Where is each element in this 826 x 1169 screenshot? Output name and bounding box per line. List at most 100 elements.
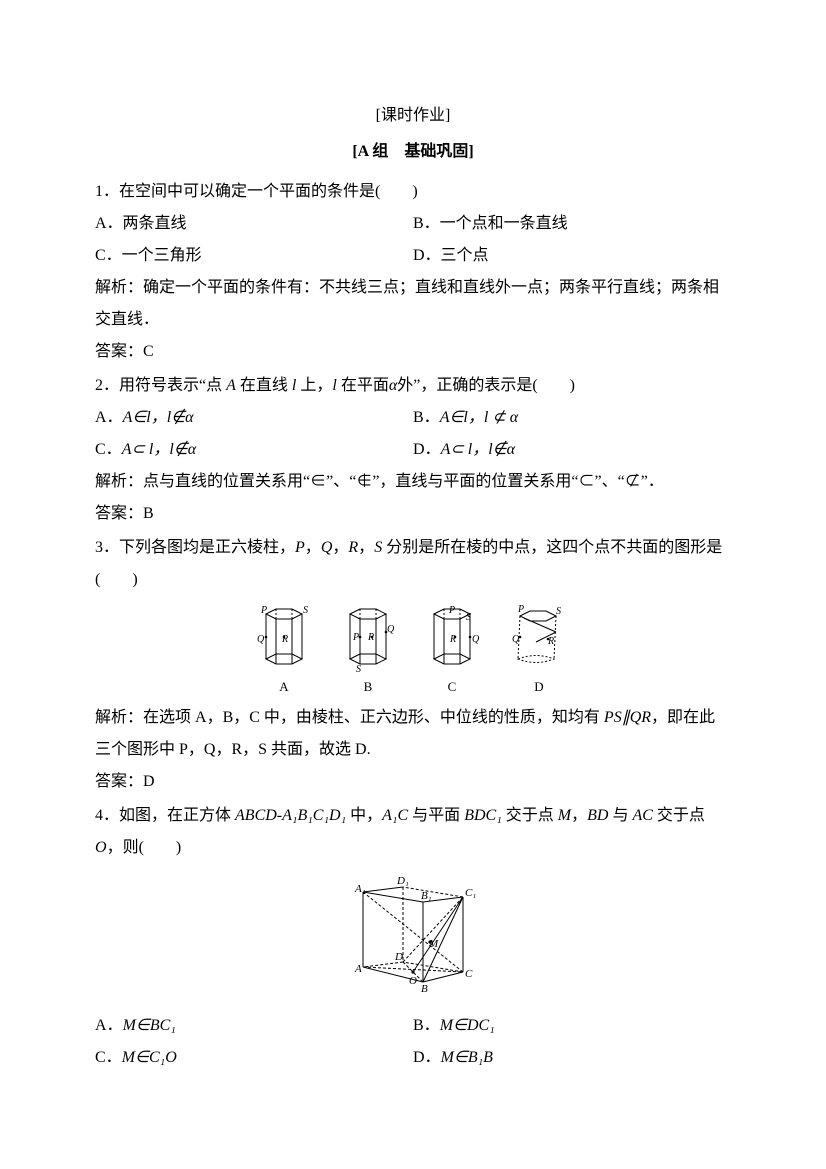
- svg-text:M: M: [428, 938, 439, 950]
- question-3: 3．下列各图均是正六棱柱，P，Q，R，S 分别是所在棱的中点，这四个点不共面的图…: [95, 532, 731, 798]
- q4-cube: ABCD-A₁B₁C₁D₁: [235, 807, 346, 824]
- q3-labelC: C: [422, 674, 482, 700]
- q4-optA-body: M∈BC₁: [123, 1017, 176, 1034]
- q4-M: M: [558, 807, 571, 824]
- q3-analysis-rel: PS∥QR: [604, 709, 651, 726]
- q4-A1C: A₁C: [382, 807, 408, 824]
- q2-optD-pre: D．: [413, 441, 441, 458]
- q1-optB: B．一个点和一条直线: [413, 208, 731, 240]
- q4-optB-body: M∈DC₁: [440, 1017, 495, 1034]
- q2-A: A: [226, 377, 236, 394]
- q4-stem: 4．如图，在正方体 ABCD-A₁B₁C₁D₁ 中，A₁C 与平面 BDC₁ 交…: [95, 800, 731, 864]
- q2-optB-body: A∈l，l ⊄ α: [440, 409, 518, 426]
- svg-text:P: P: [517, 604, 524, 615]
- svg-text:B: B: [421, 983, 428, 995]
- q4-m4: ，: [571, 807, 587, 824]
- q4-optC: C．M∈C₁O: [95, 1042, 413, 1074]
- svg-text:O: O: [409, 975, 417, 987]
- q4-BD: BD: [587, 807, 608, 824]
- svg-text:R: R: [281, 634, 288, 645]
- q3-stem: 3．下列各图均是正六棱柱，P，Q，R，S 分别是所在棱的中点，这四个点不共面的图…: [95, 532, 731, 596]
- q4-optD: D．M∈B₁B: [413, 1042, 731, 1074]
- q3-answer: 答案：D: [95, 766, 731, 798]
- q4-m5: 与: [608, 807, 632, 824]
- q4-m3: 交于点: [502, 807, 558, 824]
- q4-AC: AC: [632, 807, 652, 824]
- svg-text:S: S: [556, 606, 561, 617]
- q3-fig-B: PR QS B: [338, 602, 398, 700]
- q4-optD-pre: D．: [413, 1049, 441, 1066]
- q3-R: R: [348, 539, 358, 556]
- svg-text:Q: Q: [512, 634, 520, 645]
- svg-text:C: C: [465, 968, 473, 980]
- q4-m6: 交于点: [653, 807, 705, 824]
- question-2: 2．用符号表示“点 A 在直线 l 上，l 在平面α外”，正确的表示是( ) A…: [95, 370, 731, 530]
- q1-answer: 答案：C: [95, 336, 731, 368]
- q3-P: P: [295, 539, 305, 556]
- svg-text:R: R: [547, 636, 554, 647]
- q1-analysis-text: 确定一个平面的条件有：不共线三点；直线和直线外一点；两条平行直线；两条相交直线．: [95, 279, 719, 328]
- q3-answer-label: 答案：: [95, 773, 143, 790]
- svg-text:S: S: [303, 605, 308, 616]
- svg-text:B₁: B₁: [421, 890, 432, 902]
- q4-m2: 与平面: [408, 807, 464, 824]
- q2-analysis-text: 点与直线的位置关系用“∈”、“∉”，直线与平面的位置关系用“⊂”、“⊄”．: [143, 473, 664, 490]
- q3-fig-D: PS QR D: [506, 602, 572, 700]
- q1-analysis-label: 解析：: [95, 279, 143, 296]
- svg-text:Q: Q: [472, 634, 480, 645]
- svg-text:Q: Q: [387, 624, 395, 635]
- q2-optD-body: A⊂ l，l∉α: [441, 441, 515, 458]
- q3-analysis: 解析：在选项 A，B，C 中，由棱柱、正六边形、中位线的性质，知均有 PS∥QR…: [95, 702, 731, 766]
- q2-m2: 上，: [296, 377, 332, 394]
- svg-text:S: S: [466, 612, 471, 623]
- hex-prism-C-icon: PS R Q: [422, 602, 482, 674]
- q2-alpha: α: [389, 377, 397, 394]
- q1-analysis: 解析：确定一个平面的条件有：不共线三点；直线和直线外一点；两条平行直线；两条相交…: [95, 272, 731, 336]
- q3-labelB: B: [338, 674, 398, 700]
- q3-labelA: A: [254, 674, 314, 700]
- hex-prism-A-icon: P S Q R: [254, 602, 314, 674]
- q4-figure: A₁D₁ C₁B₁ AD CB OM: [95, 872, 731, 1002]
- q1-stem: 1．在空间中可以确定一个平面的条件是( ): [95, 176, 731, 208]
- q4-optA: A．M∈BC₁: [95, 1010, 413, 1042]
- svg-text:A₁: A₁: [354, 883, 366, 895]
- q2-optD: D．A⊂ l，l∉α: [413, 434, 731, 466]
- q3-answer-value: D: [143, 773, 155, 790]
- q1-answer-label: 答案：: [95, 343, 143, 360]
- q1-optD: D．三个点: [413, 240, 731, 272]
- group-title: [A 组 基础巩固]: [95, 136, 731, 168]
- q2-optC-body: A⊂ l，l∉α: [122, 441, 196, 458]
- q3-fig-A: P S Q R A: [254, 602, 314, 700]
- q4-O: O: [95, 839, 107, 856]
- q3-figures: PS QR A PR: [95, 602, 731, 700]
- q2-optA-pre: A．: [95, 409, 123, 426]
- q3-S: S: [374, 539, 382, 556]
- q4-optC-pre: C．: [95, 1049, 122, 1066]
- q1-optA: A．两条直线: [95, 208, 413, 240]
- q3-c2: ，: [332, 539, 348, 556]
- svg-text:R: R: [449, 634, 456, 645]
- q3-c1: ，: [305, 539, 321, 556]
- svg-text:S: S: [356, 664, 361, 674]
- q4-optB: B．M∈DC₁: [413, 1010, 731, 1042]
- q2-optA: A．A∈l，l∉α: [95, 402, 413, 434]
- q3-fig-C: PS R Q C: [422, 602, 482, 700]
- q4-optA-pre: A．: [95, 1017, 123, 1034]
- hex-prism-D-icon: P S Q R: [506, 602, 572, 674]
- svg-text:P: P: [260, 605, 267, 616]
- q2-answer-value: B: [143, 505, 154, 522]
- svg-text:Q: Q: [257, 634, 265, 645]
- question-4: 4．如图，在正方体 ABCD-A₁B₁C₁D₁ 中，A₁C 与平面 BDC₁ 交…: [95, 800, 731, 1074]
- q3-Q: Q: [321, 539, 333, 556]
- cube-diagram-icon: A₁D₁ C₁B₁ AD CB OM: [333, 872, 493, 1002]
- q3-analysis-pre: 在选项 A，B，C 中，由棱柱、正六边形、中位线的性质，知均有: [143, 709, 604, 726]
- q2-stem: 2．用符号表示“点 A 在直线 l 上，l 在平面α外”，正确的表示是( ): [95, 370, 731, 402]
- hex-prism-B-icon: PR QS: [338, 602, 398, 674]
- q4-m1: 中，: [346, 807, 382, 824]
- svg-text:A: A: [354, 963, 362, 975]
- q4-optD-body: M∈B₁B: [441, 1049, 493, 1066]
- q2-analysis-label: 解析：: [95, 473, 143, 490]
- q2-m1: 在直线: [236, 377, 292, 394]
- svg-text:P: P: [448, 605, 455, 616]
- q4-optC-body: M∈C₁O: [122, 1049, 177, 1066]
